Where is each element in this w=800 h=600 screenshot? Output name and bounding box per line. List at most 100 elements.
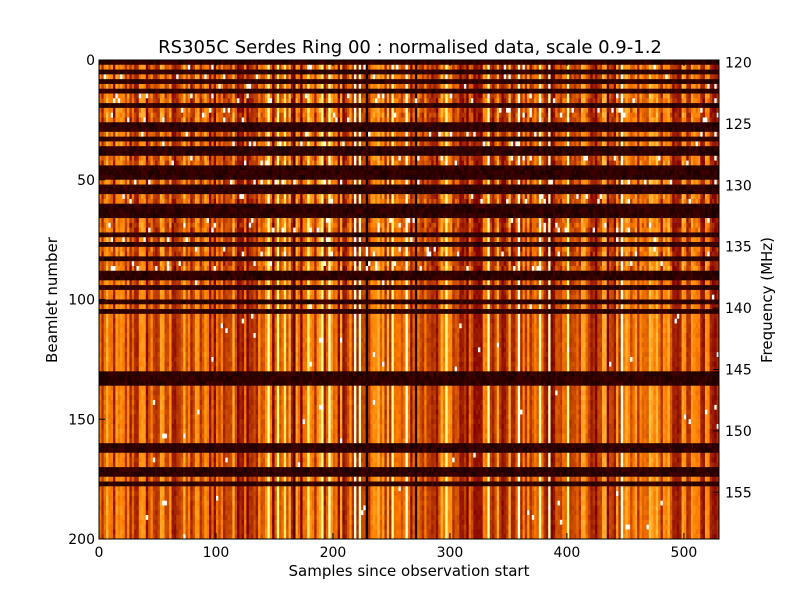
heatmap-cell <box>310 74 313 79</box>
heatmap-cell <box>532 98 535 103</box>
heatmap-cell <box>326 98 329 103</box>
heatmap-cell <box>298 132 301 137</box>
heatmap-cell <box>515 127 518 132</box>
heatmap-cell <box>389 132 392 137</box>
heatmap-cell <box>621 65 624 70</box>
heatmap-cell <box>464 74 467 79</box>
heatmap-cell <box>148 103 151 108</box>
heatmap-cell <box>604 113 607 118</box>
heatmap-cell <box>352 94 355 99</box>
heatmap-cell <box>394 74 397 79</box>
heatmap-cell <box>649 108 652 113</box>
heatmap-cell <box>230 113 233 118</box>
heatmap-cell <box>307 117 310 122</box>
heatmap-cell <box>679 108 682 113</box>
heatmap-cell <box>710 108 713 113</box>
heatmap-cell <box>436 108 439 113</box>
heatmap-cell <box>427 122 430 127</box>
heatmap-cell <box>522 132 525 137</box>
heatmap-cell <box>232 117 235 122</box>
heatmap-cell <box>157 117 160 122</box>
heatmap-cell <box>118 122 121 127</box>
heatmap-cell <box>218 65 221 70</box>
heatmap-cell <box>553 103 556 108</box>
heatmap-cell <box>658 98 661 103</box>
heatmap-cell <box>483 70 486 75</box>
heatmap-cell <box>663 89 666 94</box>
heatmap-cell <box>405 70 408 75</box>
heatmap-cell <box>642 60 645 65</box>
heatmap-cell <box>349 122 352 127</box>
heatmap-cell <box>413 94 416 99</box>
heatmap-cell <box>441 98 444 103</box>
heatmap-cell <box>253 132 256 137</box>
heatmap-cell <box>422 79 425 84</box>
heatmap-cell <box>361 79 364 84</box>
heatmap-cell <box>253 65 256 70</box>
heatmap-cell <box>101 122 104 127</box>
heatmap-cell <box>328 60 331 65</box>
heatmap-cell <box>579 89 582 94</box>
heatmap-cell <box>349 117 352 122</box>
heatmap-cell <box>335 103 338 108</box>
heatmap-cell <box>700 94 703 99</box>
heatmap-cell <box>569 70 572 75</box>
heatmap-cell <box>319 98 322 103</box>
heatmap-cell <box>190 98 193 103</box>
heatmap-cell <box>593 60 596 65</box>
heatmap-cell <box>522 70 525 75</box>
heatmap-cell <box>225 103 228 108</box>
heatmap-cell <box>434 94 437 99</box>
heatmap-cell <box>473 132 476 137</box>
heatmap-cell <box>497 60 500 65</box>
heatmap-cell <box>169 79 172 84</box>
heatmap-cell <box>616 108 619 113</box>
heatmap-cell <box>614 132 617 137</box>
heatmap-cell <box>576 79 579 84</box>
heatmap-cell <box>424 122 427 127</box>
heatmap-cell <box>696 98 699 103</box>
heatmap-cell <box>441 84 444 89</box>
heatmap-cell <box>249 98 252 103</box>
heatmap-cell <box>216 103 219 108</box>
heatmap-cell <box>195 79 198 84</box>
heatmap-cell <box>427 89 430 94</box>
heatmap-cell <box>473 60 476 65</box>
heatmap-cell <box>457 122 460 127</box>
heatmap-cell <box>258 60 261 65</box>
heatmap-cell <box>443 127 446 132</box>
heatmap-cell <box>459 103 462 108</box>
heatmap-cell <box>562 132 565 137</box>
heatmap-cell <box>260 98 263 103</box>
heatmap-cell <box>387 108 390 113</box>
heatmap-cell <box>471 89 474 94</box>
heatmap-cell <box>139 122 142 127</box>
heatmap-cell <box>480 117 483 122</box>
heatmap-cell <box>235 108 238 113</box>
heatmap-cell <box>237 132 240 137</box>
heatmap-cell <box>387 103 390 108</box>
heatmap-cell <box>274 117 277 122</box>
heatmap-cell <box>707 103 710 108</box>
heatmap-cell <box>356 65 359 70</box>
heatmap-cell <box>567 94 570 99</box>
heatmap-cell <box>265 60 268 65</box>
heatmap-cell <box>455 79 458 84</box>
heatmap-cell <box>518 122 521 127</box>
heatmap-cell <box>270 113 273 118</box>
heatmap-cell <box>398 98 401 103</box>
heatmap-cell <box>291 60 294 65</box>
heatmap-cell <box>494 108 497 113</box>
heatmap-cell <box>450 89 453 94</box>
heatmap-cell <box>366 70 369 75</box>
heatmap-cell <box>611 70 614 75</box>
heatmap-cell <box>193 94 196 99</box>
heatmap-cell <box>473 122 476 127</box>
heatmap-cell <box>211 74 214 79</box>
heatmap-cell <box>303 108 306 113</box>
heatmap-cell <box>258 132 261 137</box>
heatmap-cell <box>120 113 123 118</box>
heatmap-cell <box>162 113 165 118</box>
heatmap-cell <box>623 89 626 94</box>
heatmap-cell <box>132 74 135 79</box>
